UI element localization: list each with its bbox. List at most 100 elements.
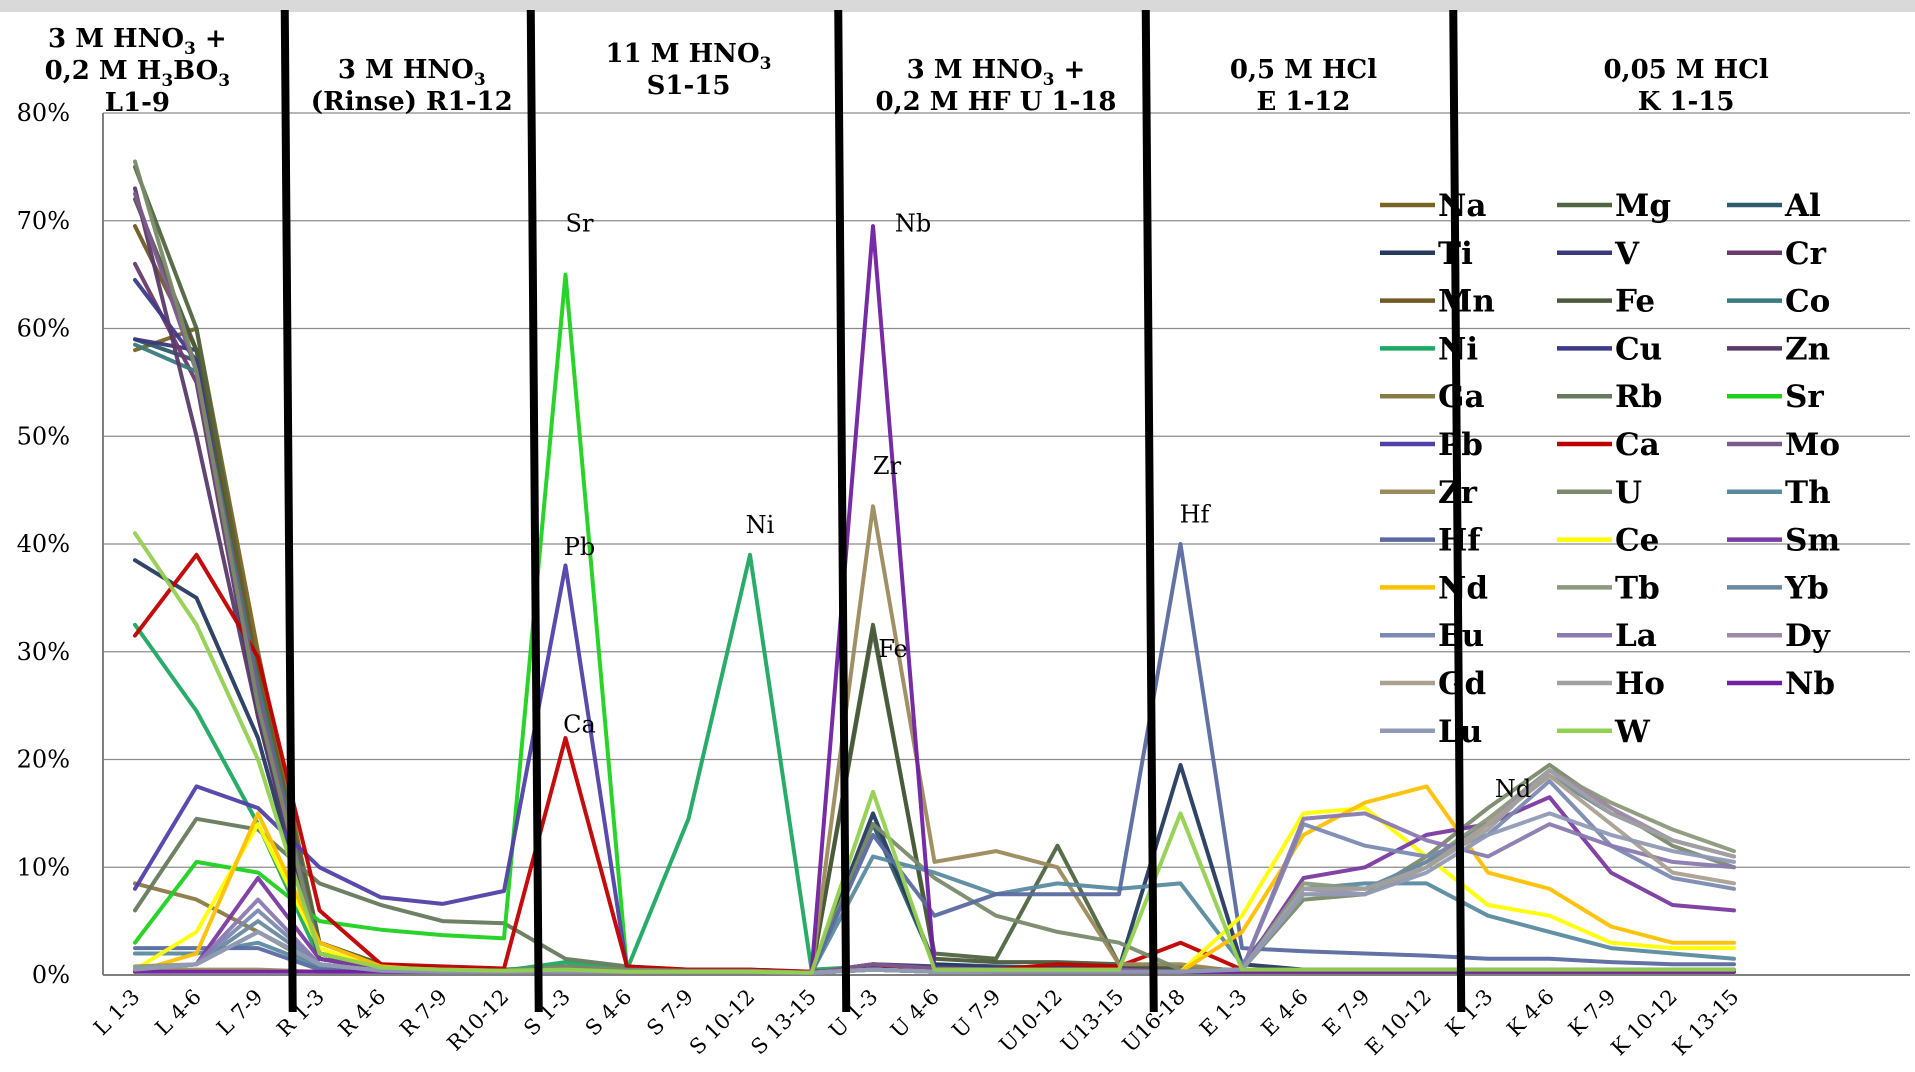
legend-label: Cr <box>1785 236 1827 272</box>
segment-title-line: 0,2 M H3BO3 <box>45 56 230 91</box>
legend-label: Mg <box>1615 188 1671 224</box>
y-tick-label: 30% <box>17 638 70 666</box>
segment-title-line: 0,2 M HF U 1-18 <box>876 87 1117 117</box>
annotation-nd: Nd <box>1495 775 1531 803</box>
x-tick-label: S 10-12 <box>685 985 760 1060</box>
series-line-cu <box>133 278 1736 975</box>
series-line-cr <box>133 261 1736 975</box>
series-line-ca <box>133 552 1736 974</box>
x-tick-label: R 1-3 <box>272 985 329 1042</box>
y-tick-label: 70% <box>17 207 70 235</box>
legend-label: Al <box>1784 188 1821 224</box>
legend-label: Nb <box>1785 666 1835 702</box>
x-tick-label: S 7-9 <box>642 985 698 1041</box>
series-line-w <box>133 531 1736 975</box>
series-line-sr <box>133 272 1736 975</box>
legend-label: Yb <box>1784 570 1829 606</box>
segment-title-line: 0,05 M HCl <box>1603 55 1768 85</box>
y-tick-label: 50% <box>17 422 70 450</box>
legend-label: Zn <box>1785 331 1830 367</box>
legend-label: La <box>1615 618 1657 654</box>
segment-divider <box>1449 9 1466 1013</box>
x-tick-label: U 4-6 <box>886 985 944 1043</box>
legend-label: Rb <box>1615 379 1662 415</box>
annotation-nb: Nb <box>895 210 931 238</box>
legend-label: Pb <box>1438 427 1483 463</box>
legend-label: Ho <box>1615 666 1665 702</box>
segment-title-line: 3 M HNO3 + <box>48 24 227 59</box>
x-tick-label: S 1-3 <box>519 985 575 1041</box>
legend-label: Zr <box>1438 475 1478 511</box>
y-tick-label: 0% <box>32 961 70 989</box>
x-tick-label: E 7-9 <box>1318 985 1374 1041</box>
legend-label: U <box>1615 475 1642 511</box>
x-tick-label: R10-12 <box>443 985 514 1056</box>
annotation-zr: Zr <box>873 452 902 480</box>
legend-label: Lu <box>1438 714 1482 750</box>
x-tick-label: K 13-15 <box>1668 985 1744 1061</box>
x-tick-label: K 4-6 <box>1502 985 1559 1042</box>
x-tick-label: K 1-3 <box>1441 985 1498 1042</box>
segment-title-line: (Rinse) R1-12 <box>311 87 513 117</box>
segment-title-line: S1-15 <box>647 71 731 101</box>
segment-dividers <box>280 9 1466 1013</box>
legend-label: Ni <box>1438 331 1478 367</box>
segment-title-line: E 1-12 <box>1257 87 1351 117</box>
y-tick-label: 40% <box>17 530 70 558</box>
segment-title-line: 11 M HNO3 <box>606 39 772 74</box>
x-tick-label: U 7-9 <box>947 985 1005 1043</box>
x-tick-label: U13-15 <box>1056 985 1128 1057</box>
legend-label: Sr <box>1785 379 1824 415</box>
segment-title-line: L1-9 <box>105 88 170 118</box>
x-tick-label: U 1-3 <box>824 985 882 1043</box>
legend-label: Cu <box>1615 331 1662 367</box>
x-tick-label: U10-12 <box>995 985 1067 1057</box>
x-tick-label: E 1-3 <box>1195 985 1251 1041</box>
series-line-ni <box>133 552 1736 974</box>
legend-label: Co <box>1785 284 1830 320</box>
x-tick-label: K 10-12 <box>1606 985 1682 1061</box>
gridlines <box>102 112 1910 976</box>
x-tick-label: L 7-9 <box>212 985 267 1040</box>
series-line-ti <box>133 558 1736 975</box>
legend-label: Mn <box>1438 284 1495 320</box>
segment-title-line: 3 M HNO3 <box>338 55 486 90</box>
legend-label: Dy <box>1785 618 1831 654</box>
segment-divider <box>526 9 543 1013</box>
legend-label: W <box>1614 714 1651 750</box>
segment-title-line: K 1-15 <box>1638 87 1735 117</box>
y-tick-label: 60% <box>17 315 70 343</box>
legend-label: Hf <box>1438 523 1482 559</box>
top-bar <box>0 0 1915 12</box>
legend-label: Th <box>1785 475 1831 511</box>
series-line-hf <box>133 542 1736 975</box>
y-axis-ticks: 0% 10% 20% 30% 40% 50% 60% 70% 80% <box>17 99 70 989</box>
x-tick-label: E 4-6 <box>1257 985 1313 1041</box>
x-tick-label: S 4-6 <box>581 985 637 1041</box>
legend-label: Mo <box>1785 427 1840 463</box>
annotation-sr: Sr <box>566 210 594 238</box>
x-tick-label: R 4-6 <box>334 985 391 1042</box>
legend: Na Mg Al Ti V Cr Mn Fe Co Ni Cu Zn Ga Rb Sr Pb Ca Mo Zr U Th… <box>1380 188 1840 750</box>
legend-label: Ce <box>1615 523 1659 559</box>
legend-label: Gd <box>1438 666 1486 702</box>
legend-label: Sm <box>1785 523 1840 559</box>
legend-label: Fe <box>1615 284 1655 320</box>
x-tick-label: R 7-9 <box>395 985 452 1042</box>
legend-label: Eu <box>1438 618 1484 654</box>
series-line-pb <box>133 563 1736 975</box>
legend-label: Ga <box>1438 379 1485 415</box>
series-line-lu <box>133 811 1736 975</box>
x-tick-label: E 10-12 <box>1361 985 1436 1060</box>
legend-label: Ca <box>1615 427 1660 463</box>
x-tick-label: K 7-9 <box>1564 985 1621 1042</box>
x-tick-label: L 4-6 <box>151 985 206 1040</box>
legend-label: Tb <box>1615 570 1660 606</box>
series-lines <box>133 159 1736 975</box>
y-tick-label: 10% <box>17 853 70 881</box>
x-tick-label: S 13-15 <box>746 985 821 1060</box>
annotation-fe: Fe <box>878 635 908 663</box>
